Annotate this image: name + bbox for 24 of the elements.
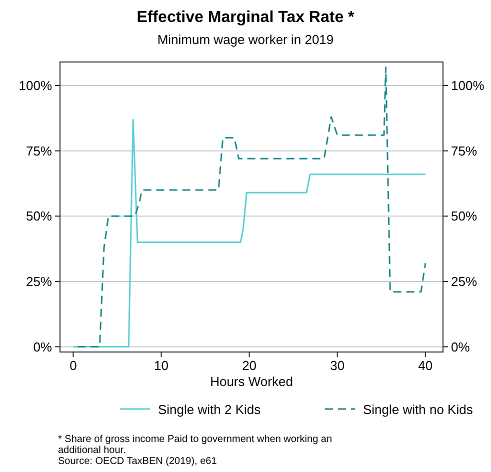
y-tick-label: 100%	[18, 78, 52, 94]
chart-title: Effective Marginal Tax Rate *	[136, 9, 356, 26]
y2-tick-label: 100%	[451, 78, 485, 94]
y2-tick-label: 25%	[451, 274, 478, 289]
legend-label: Single with 2 Kids	[158, 402, 262, 417]
y2-tick-label: 0%	[451, 339, 470, 354]
legend-label: Single with no Kids	[363, 402, 474, 417]
text: * Share of gross income Paid to government when working an additional hour.	[58, 434, 332, 456]
chart-subtitle: Minimum wage worker in 2019	[157, 32, 334, 47]
line-series	[76, 66, 426, 348]
x-tick-label: 10	[154, 358, 168, 373]
y-tick-label: 50%	[26, 208, 52, 224]
y-tick-label: 75%	[26, 143, 52, 158]
x-tick-label: 40	[418, 358, 433, 373]
y-tick-label: 25%	[26, 274, 52, 289]
x-axis-title: Hours Worked	[210, 374, 293, 389]
x-tick-label: 30	[330, 358, 345, 373]
y2-tick-label: 50%	[451, 208, 478, 224]
x-tick-label: 0	[70, 358, 77, 373]
y-tick-label: 0%	[33, 339, 52, 354]
line-series	[72, 118, 426, 348]
source-note: Source: OECD TaxBEN (2019), e61	[58, 456, 218, 467]
x-tick-label: 20	[242, 358, 257, 373]
y2-tick-label: 75%	[451, 143, 478, 158]
